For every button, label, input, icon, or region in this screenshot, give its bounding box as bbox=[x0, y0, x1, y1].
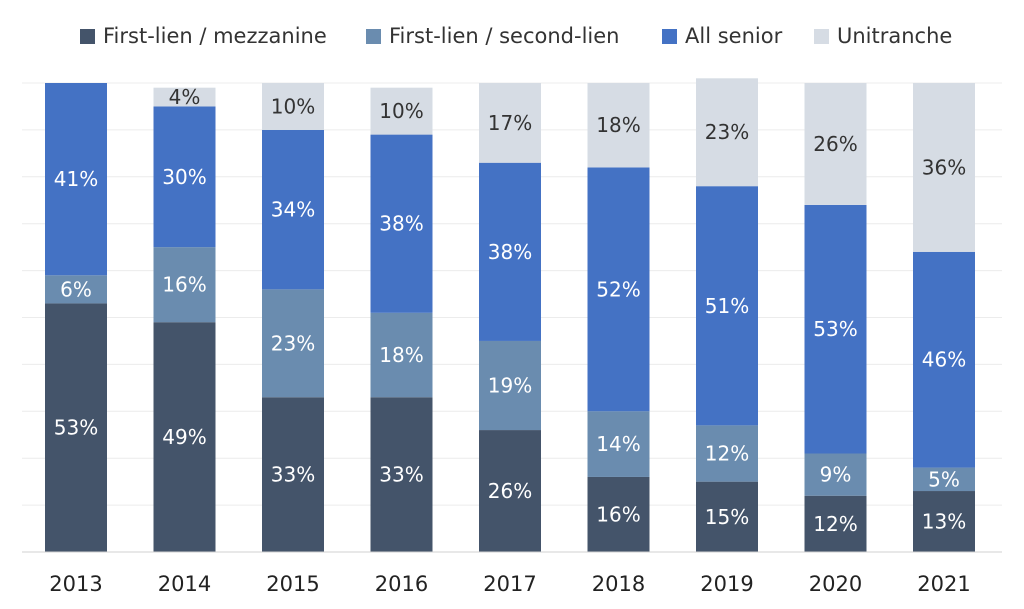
bar-segment-first-lien-mezzanine-2019 bbox=[696, 481, 758, 552]
x-tick-label-2017: 2017 bbox=[483, 572, 536, 596]
legend-item-first-lien-mezzanine: First-lien / mezzanine bbox=[80, 20, 327, 52]
legend-label: First-lien / mezzanine bbox=[103, 24, 327, 48]
legend-swatch bbox=[366, 28, 381, 44]
data-label-all-senior-2020: 53% bbox=[813, 317, 857, 341]
data-label-first-lien-second-lien-2019: 12% bbox=[705, 442, 749, 466]
data-label-unitranche-2016: 10% bbox=[379, 99, 423, 123]
bar-segment-unitranche-2017 bbox=[479, 83, 541, 163]
data-label-all-senior-2021: 46% bbox=[922, 348, 966, 372]
legend: First-lien / mezzanine First-lien / secon… bbox=[0, 0, 1024, 64]
x-tick-label-2021: 2021 bbox=[917, 572, 970, 596]
data-label-unitranche-2018: 18% bbox=[596, 113, 640, 137]
data-label-all-senior-2019: 51% bbox=[705, 294, 749, 318]
data-label-first-lien-mezzanine-2016: 33% bbox=[379, 463, 423, 487]
bar-segment-all-senior-2018 bbox=[587, 167, 650, 412]
bar-segment-first-lien-mezzanine-2018 bbox=[587, 476, 650, 552]
data-label-first-lien-second-lien-2021: 5% bbox=[928, 467, 960, 491]
bar-segment-first-lien-second-lien-2020 bbox=[804, 453, 867, 496]
bar-segment-first-lien-mezzanine-2014 bbox=[153, 322, 216, 552]
bar-segment-all-senior-2016 bbox=[370, 134, 433, 313]
bar-segment-unitranche-2016 bbox=[370, 87, 433, 135]
data-label-all-senior-2014: 30% bbox=[162, 165, 206, 189]
data-label-first-lien-second-lien-2015: 23% bbox=[271, 331, 315, 355]
x-tick-label-2013: 2013 bbox=[49, 572, 102, 596]
data-label-unitranche-2020: 26% bbox=[813, 132, 857, 156]
bar-segment-unitranche-2018 bbox=[587, 83, 650, 168]
data-label-all-senior-2018: 52% bbox=[596, 277, 640, 301]
data-label-unitranche-2021: 36% bbox=[922, 155, 966, 179]
legend-item-unitranche: Unitranche bbox=[814, 20, 952, 52]
bar-segment-unitranche-2015 bbox=[262, 83, 324, 130]
bars bbox=[45, 78, 975, 552]
data-label-first-lien-second-lien-2014: 16% bbox=[162, 273, 206, 297]
data-label-first-lien-second-lien-2017: 19% bbox=[488, 374, 532, 398]
bar-segment-all-senior-2013 bbox=[45, 83, 107, 276]
data-label-all-senior-2017: 38% bbox=[488, 240, 532, 264]
data-label-all-senior-2016: 38% bbox=[379, 212, 423, 236]
bar-segment-unitranche-2020 bbox=[804, 83, 867, 205]
bar-segment-all-senior-2021 bbox=[913, 251, 975, 468]
bar-segment-first-lien-mezzanine-2020 bbox=[804, 495, 867, 552]
bar-segment-all-senior-2017 bbox=[479, 162, 541, 341]
data-label-first-lien-mezzanine-2020: 12% bbox=[813, 512, 857, 536]
data-label-all-senior-2013: 41% bbox=[54, 167, 98, 191]
data-labels: 53% 6% 41% 49% 16% 30% 4% 33% 23% 34% 10% 33% 18% 38%… bbox=[54, 85, 966, 536]
bar-segment-first-lien-mezzanine-2016 bbox=[370, 397, 433, 552]
legend-label: Unitranche bbox=[837, 24, 953, 48]
data-label-unitranche-2017: 17% bbox=[488, 111, 532, 135]
bar-segment-first-lien-second-lien-2013 bbox=[45, 275, 107, 304]
x-tick-label-2016: 2016 bbox=[375, 572, 428, 596]
data-label-first-lien-mezzanine-2015: 33% bbox=[271, 463, 315, 487]
data-label-first-lien-mezzanine-2018: 16% bbox=[596, 502, 640, 526]
data-label-first-lien-mezzanine-2017: 26% bbox=[488, 479, 532, 503]
x-tick-label-2015: 2015 bbox=[266, 572, 319, 596]
bar-segment-all-senior-2015 bbox=[262, 129, 324, 290]
bar-segment-all-senior-2019 bbox=[696, 186, 758, 426]
x-tick-label-2014: 2014 bbox=[158, 572, 211, 596]
x-axis-tick-labels: 2013 2014 2015 2016 2017 2018 2019 2020 2021 bbox=[49, 572, 970, 596]
data-label-first-lien-mezzanine-2014: 49% bbox=[162, 425, 206, 449]
data-label-unitranche-2019: 23% bbox=[705, 120, 749, 144]
bar-segment-all-senior-2014 bbox=[153, 106, 216, 248]
legend-swatch bbox=[814, 28, 829, 44]
bar-segment-first-lien-second-lien-2015 bbox=[262, 289, 324, 398]
data-label-first-lien-mezzanine-2013: 53% bbox=[54, 416, 98, 440]
x-tick-label-2020: 2020 bbox=[809, 572, 862, 596]
bar-segment-first-lien-second-lien-2018 bbox=[587, 411, 650, 477]
bar-segment-unitranche-2019 bbox=[696, 78, 758, 187]
bar-segment-unitranche-2014 bbox=[153, 87, 216, 107]
legend-label: All senior bbox=[685, 24, 783, 48]
data-label-first-lien-second-lien-2013: 6% bbox=[60, 277, 92, 301]
data-label-first-lien-mezzanine-2021: 13% bbox=[922, 510, 966, 534]
legend-swatch bbox=[80, 28, 95, 44]
bar-segment-first-lien-second-lien-2021 bbox=[913, 467, 975, 492]
bar-segment-first-lien-mezzanine-2015 bbox=[262, 397, 324, 552]
legend-item-first-lien-second-lien: First-lien / second-lien bbox=[366, 20, 619, 52]
data-label-first-lien-second-lien-2018: 14% bbox=[596, 432, 640, 456]
data-label-first-lien-second-lien-2020: 9% bbox=[820, 463, 852, 487]
data-label-unitranche-2014: 4% bbox=[169, 85, 201, 109]
bar-segment-first-lien-mezzanine-2017 bbox=[479, 430, 541, 552]
bar-segment-first-lien-second-lien-2014 bbox=[153, 247, 216, 323]
bar-segment-first-lien-second-lien-2017 bbox=[479, 340, 541, 431]
x-tick-label-2019: 2019 bbox=[700, 572, 753, 596]
bar-segment-first-lien-mezzanine-2013 bbox=[45, 303, 107, 552]
bar-segment-all-senior-2020 bbox=[804, 204, 867, 454]
bar-segment-unitranche-2021 bbox=[913, 83, 975, 252]
legend-item-all-senior: All senior bbox=[662, 20, 782, 52]
data-label-all-senior-2015: 34% bbox=[271, 198, 315, 222]
legend-label: First-lien / second-lien bbox=[389, 24, 620, 48]
x-tick-label-2018: 2018 bbox=[592, 572, 645, 596]
data-label-first-lien-mezzanine-2019: 15% bbox=[705, 505, 749, 529]
data-label-unitranche-2015: 10% bbox=[271, 94, 315, 118]
data-label-first-lien-second-lien-2016: 18% bbox=[379, 343, 423, 367]
bar-segment-first-lien-second-lien-2019 bbox=[696, 425, 758, 482]
legend-swatch bbox=[662, 28, 677, 44]
bar-segment-first-lien-mezzanine-2021 bbox=[913, 491, 975, 552]
bar-segment-first-lien-second-lien-2016 bbox=[370, 312, 433, 398]
